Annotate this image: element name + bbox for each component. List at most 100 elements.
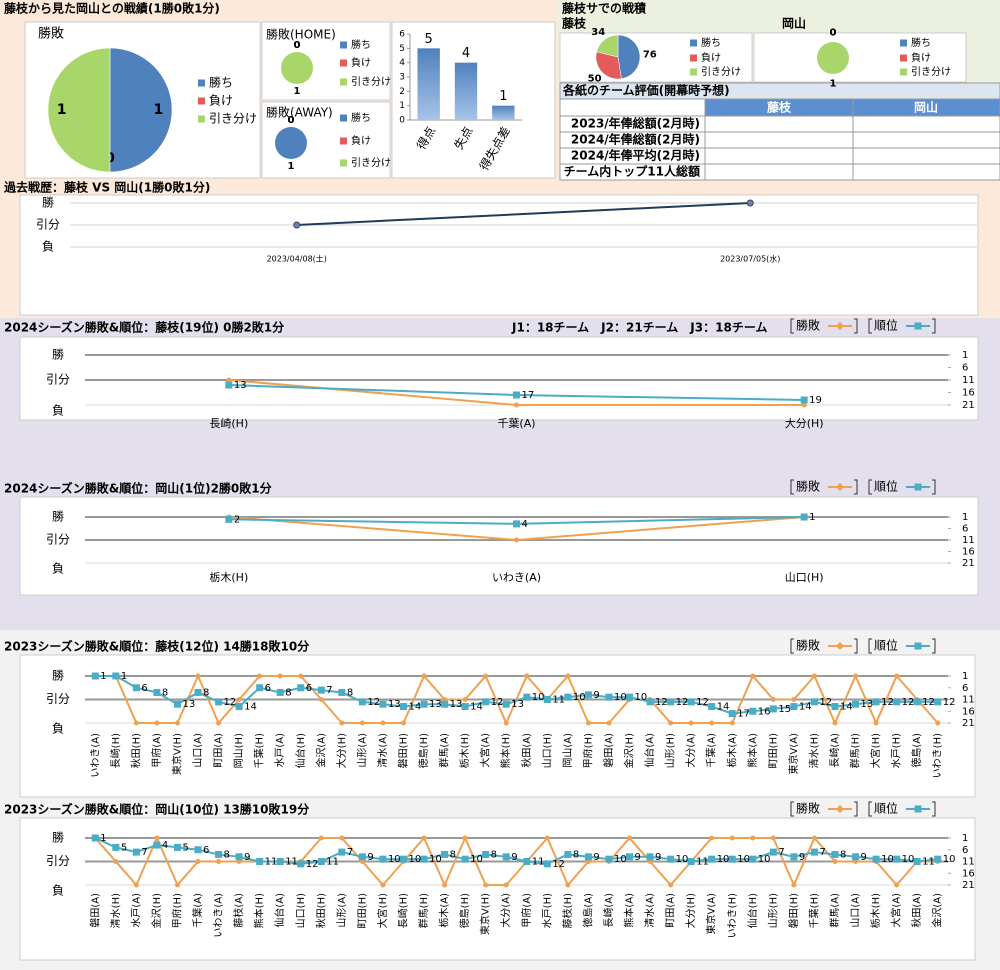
data-label: 10 <box>943 854 956 865</box>
data-label: 13 <box>388 699 401 710</box>
point <box>338 848 346 856</box>
data-label: 1 <box>499 89 507 104</box>
legend-marker <box>914 483 922 491</box>
point <box>800 396 808 404</box>
point <box>934 855 942 863</box>
data-label: 0 <box>294 40 301 51</box>
data-label: 6 <box>265 683 271 694</box>
point <box>225 381 233 389</box>
data-label: 9 <box>655 852 661 863</box>
pie-slice <box>617 34 641 80</box>
legend-swatch <box>340 59 347 67</box>
data-label: 12 <box>306 859 319 870</box>
y2-tick-label: 16 <box>962 706 975 717</box>
point <box>667 855 675 863</box>
point <box>195 859 201 864</box>
data-label: 13 <box>429 699 442 710</box>
x-tick-label: 大分(H) <box>785 416 824 430</box>
data-label: 1 <box>153 102 163 118</box>
data-label: 8 <box>203 687 209 698</box>
legend-bracket <box>932 638 936 654</box>
point <box>400 720 406 726</box>
x-tick-label: 町田(A) <box>214 733 225 768</box>
pie-slice <box>817 42 849 74</box>
x-tick-label: 秋田(A) <box>520 733 533 768</box>
point <box>379 700 387 708</box>
data-label: 0 <box>830 27 837 38</box>
legend-label: 引き分け <box>911 66 951 78</box>
y-tick-label: 4 <box>399 58 405 68</box>
point <box>811 673 817 679</box>
x-tick-label: 山口(H) <box>785 571 824 584</box>
data-label: 6 <box>141 683 147 694</box>
table-cell <box>852 115 1000 133</box>
table-row-label: 2024/年俸平均(2月時) <box>571 148 700 163</box>
point <box>441 850 449 858</box>
data-label: 1 <box>100 833 106 844</box>
bar <box>492 105 515 120</box>
data-label: 11 <box>265 857 278 868</box>
point <box>831 850 839 858</box>
x-tick-label: 山口(A) <box>192 733 204 768</box>
data-label: 1 <box>830 79 837 90</box>
legend-bracket <box>790 638 794 654</box>
point <box>790 703 798 711</box>
y-tick-label: 負 <box>52 884 64 898</box>
x-tick-label: 2023/07/05(水) <box>720 254 780 264</box>
y-tick-label: 1 <box>399 101 405 111</box>
data-label: 12 <box>491 697 504 708</box>
point <box>194 688 202 696</box>
bar <box>417 48 440 121</box>
x-tick-label: 山口(H) <box>295 893 307 928</box>
y2-tick-label: 16 <box>962 547 975 558</box>
point <box>791 697 797 702</box>
chart-title: 過去戦歴：藤枝 VS 岡山(1勝0敗1分) <box>3 180 210 195</box>
point <box>503 882 509 888</box>
legend-label: 勝敗 <box>796 318 820 333</box>
table-cell <box>704 163 854 181</box>
legend-label: 順位 <box>874 638 898 653</box>
legend-label: 勝敗 <box>796 638 820 653</box>
y2-tick-label: 21 <box>962 718 975 729</box>
point <box>420 855 428 863</box>
x-tick-label: 秋田(A) <box>910 893 923 928</box>
x-tick-label: 水戸(H) <box>891 733 903 768</box>
data-label: 8 <box>491 849 497 860</box>
point <box>769 848 777 856</box>
legend-bracket <box>854 638 858 654</box>
point <box>770 697 776 702</box>
data-label: 14 <box>799 702 812 713</box>
point <box>256 858 264 865</box>
point <box>749 855 757 863</box>
point <box>339 720 345 726</box>
point <box>379 855 387 863</box>
x-tick-label: 磐田(A) <box>88 893 101 928</box>
x-tick-label: 群馬(H) <box>417 893 430 928</box>
legend-marker <box>914 322 922 330</box>
x-tick-label: 仙台(H) <box>294 733 307 768</box>
point <box>708 855 716 863</box>
y2-tick-label: 16 <box>962 388 975 399</box>
data-label: 11 <box>696 857 709 868</box>
legend-label: 順位 <box>874 318 898 333</box>
point <box>276 688 284 696</box>
point <box>668 720 674 726</box>
data-label: 5 <box>121 842 127 853</box>
legend-swatch <box>340 78 347 86</box>
data-label: 0 <box>830 27 837 38</box>
legend-bracket <box>790 318 794 334</box>
legend-label: 引き分け <box>351 157 391 169</box>
point <box>317 686 325 694</box>
y2-tick-label: 11 <box>962 695 975 706</box>
point <box>174 882 180 888</box>
legend-label: 勝ち <box>701 36 721 49</box>
point <box>872 698 880 706</box>
point <box>894 673 900 679</box>
x-tick-label: 熊本(A) <box>746 733 759 768</box>
x-tick-label: いわき(H) <box>932 733 944 778</box>
x-tick-label: 磐田(A) <box>602 733 615 768</box>
panel <box>19 336 979 421</box>
point <box>811 835 817 841</box>
data-label: 1 <box>121 671 127 682</box>
point <box>380 882 386 888</box>
